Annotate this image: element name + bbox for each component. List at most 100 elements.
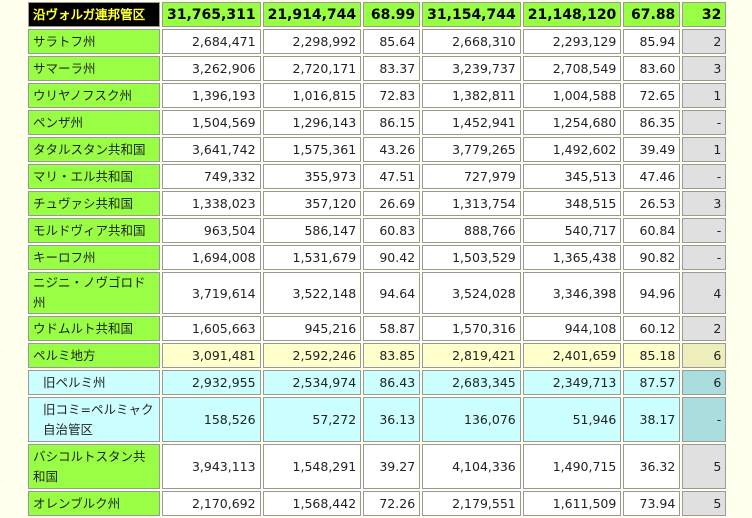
cell: 83.60 bbox=[623, 56, 681, 81]
cell: 85.18 bbox=[623, 343, 681, 368]
region-name: バシコルトスタン共和国 bbox=[28, 444, 160, 489]
cell: 136,076 bbox=[422, 397, 521, 442]
cell: 38.17 bbox=[623, 397, 681, 442]
cell: 1,396,193 bbox=[162, 83, 261, 108]
cell: 2,683,345 bbox=[422, 370, 521, 395]
region-name: 旧コミ=ペルミャク自治管区 bbox=[28, 397, 160, 442]
cell: 727,979 bbox=[422, 164, 521, 189]
cell: 2,668,310 bbox=[422, 29, 521, 54]
cell: 2,932,955 bbox=[162, 370, 261, 395]
cell: 2,592,246 bbox=[262, 343, 362, 368]
cell: 85.94 bbox=[623, 29, 681, 54]
cell: 1,605,663 bbox=[162, 316, 261, 341]
cell: 6 bbox=[682, 370, 727, 395]
cell: - bbox=[682, 164, 727, 189]
cell: 749,332 bbox=[162, 164, 261, 189]
table-row: ニジニ・ノヴゴロド州 3,719,614 3,522,148 94.64 3,524,0… bbox=[28, 272, 727, 314]
cell: 2,349,713 bbox=[522, 370, 622, 395]
cell: 963,504 bbox=[162, 218, 261, 243]
cell: - bbox=[682, 397, 727, 442]
cell: 2 bbox=[682, 316, 727, 341]
cell: 1,365,438 bbox=[522, 245, 622, 270]
cell: 39.27 bbox=[363, 444, 421, 489]
cell: 944,108 bbox=[522, 316, 622, 341]
cell: 72.83 bbox=[363, 83, 421, 108]
cell: 86.35 bbox=[623, 110, 681, 135]
cell: 36.32 bbox=[623, 444, 681, 489]
cell: 158,526 bbox=[162, 397, 261, 442]
region-name: タタルスタン共和国 bbox=[28, 137, 160, 162]
cell: 3,262,906 bbox=[162, 56, 261, 81]
cell: 67.88 bbox=[623, 2, 681, 27]
table-row: ウドムルト共和国 1,605,663 945,216 58.87 1,570,316 94… bbox=[28, 316, 727, 341]
table-row: ウリヤノフスク州 1,396,193 1,016,815 72.83 1,382,811… bbox=[28, 83, 727, 108]
cell: 3,239,737 bbox=[422, 56, 521, 81]
cell: - bbox=[682, 110, 727, 135]
cell: 945,216 bbox=[262, 316, 362, 341]
cell: 1,575,361 bbox=[262, 137, 362, 162]
cell: 94.96 bbox=[623, 272, 681, 314]
cell: 5 bbox=[682, 444, 727, 489]
cell: 31,765,311 bbox=[162, 2, 261, 27]
table-row: モルドヴィア共和国 963,504 586,147 60.83 888,766 540,7… bbox=[28, 218, 727, 243]
cell: 32 bbox=[682, 2, 727, 27]
cell: 2,293,129 bbox=[522, 29, 622, 54]
cell: 2 bbox=[682, 29, 727, 54]
cell: 1,531,679 bbox=[262, 245, 362, 270]
cell: 94.64 bbox=[363, 272, 421, 314]
table-row: ペンザ州 1,504,569 1,296,143 86.15 1,452,941 1,25… bbox=[28, 110, 727, 135]
region-name: ニジニ・ノヴゴロド州 bbox=[28, 272, 160, 314]
cell: 2,708,549 bbox=[522, 56, 622, 81]
cell: 1,254,680 bbox=[522, 110, 622, 135]
cell: 1 bbox=[682, 137, 727, 162]
cell: 68.99 bbox=[363, 2, 421, 27]
cell: 90.42 bbox=[363, 245, 421, 270]
table-row: キーロフ州 1,694,008 1,531,679 90.42 1,503,529 1,3… bbox=[28, 245, 727, 270]
cell: 1,313,754 bbox=[422, 191, 521, 216]
cell: 357,120 bbox=[262, 191, 362, 216]
region-name: モルドヴィア共和国 bbox=[28, 218, 160, 243]
table-row: 沿ヴォルガ連邦管区 31,765,311 21,914,744 68.99 31,154… bbox=[28, 2, 727, 27]
cell: 83.37 bbox=[363, 56, 421, 81]
region-name: ウリヤノフスク州 bbox=[28, 83, 160, 108]
cell: 2,179,551 bbox=[422, 491, 521, 516]
cell: 2,170,692 bbox=[162, 491, 261, 516]
cell: 2,534,974 bbox=[262, 370, 362, 395]
page: 沿ヴォルガ連邦管区 31,765,311 21,914,744 68.99 31,154… bbox=[28, 2, 727, 516]
cell: 3,943,113 bbox=[162, 444, 261, 489]
cell: 1,492,602 bbox=[522, 137, 622, 162]
cell: 2,684,471 bbox=[162, 29, 261, 54]
cell: 72.65 bbox=[623, 83, 681, 108]
cell: 1,296,143 bbox=[262, 110, 362, 135]
region-name: 旧ペルミ州 bbox=[28, 370, 160, 395]
cell: 3,779,265 bbox=[422, 137, 521, 162]
cell: 6 bbox=[682, 343, 727, 368]
table-row: マリ・エル共和国 749,332 355,973 47.51 727,979 345,51… bbox=[28, 164, 727, 189]
cell: 1,338,023 bbox=[162, 191, 261, 216]
cell: 60.84 bbox=[623, 218, 681, 243]
region-name: チュヴァシ共和国 bbox=[28, 191, 160, 216]
cell: 87.57 bbox=[623, 370, 681, 395]
cell: 345,513 bbox=[522, 164, 622, 189]
region-name: サラトフ州 bbox=[28, 29, 160, 54]
table-row: サマーラ州 3,262,906 2,720,171 83.37 3,239,737 2,7… bbox=[28, 56, 727, 81]
cell: 72.26 bbox=[363, 491, 421, 516]
cell: 58.87 bbox=[363, 316, 421, 341]
cell: 47.46 bbox=[623, 164, 681, 189]
results-table: 沿ヴォルガ連邦管区 31,765,311 21,914,744 68.99 31,154… bbox=[26, 0, 728, 518]
cell: 1,004,588 bbox=[522, 83, 622, 108]
cell: 2,819,421 bbox=[422, 343, 521, 368]
region-name: サマーラ州 bbox=[28, 56, 160, 81]
cell: 888,766 bbox=[422, 218, 521, 243]
cell: 1,611,509 bbox=[522, 491, 622, 516]
cell: 3,091,481 bbox=[162, 343, 261, 368]
cell: 5 bbox=[682, 491, 727, 516]
cell: 36.13 bbox=[363, 397, 421, 442]
cell: 1,504,569 bbox=[162, 110, 261, 135]
table-row: ペルミ地方 3,091,481 2,592,246 83.85 2,819,421 2,4… bbox=[28, 343, 727, 368]
cell: 83.85 bbox=[363, 343, 421, 368]
cell: 51,946 bbox=[522, 397, 622, 442]
table-row: チュヴァシ共和国 1,338,023 357,120 26.69 1,313,754 34… bbox=[28, 191, 727, 216]
cell: 3,522,148 bbox=[262, 272, 362, 314]
cell: 3 bbox=[682, 191, 727, 216]
